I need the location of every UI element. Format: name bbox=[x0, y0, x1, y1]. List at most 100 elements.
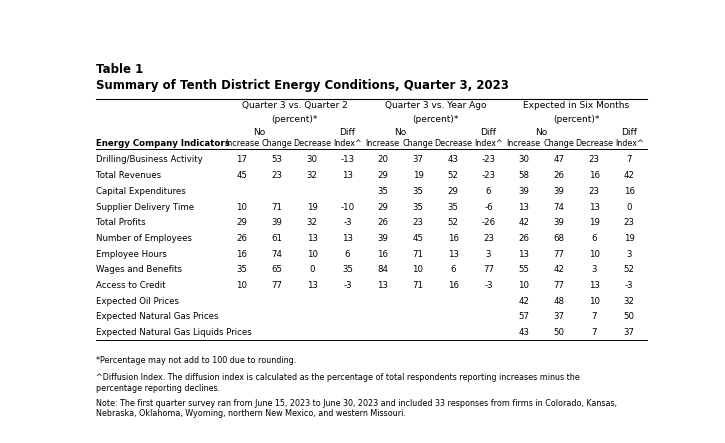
Text: 10: 10 bbox=[236, 202, 247, 212]
Text: 39: 39 bbox=[518, 187, 529, 196]
Text: 23: 23 bbox=[272, 171, 283, 180]
Text: -10: -10 bbox=[341, 202, 355, 212]
Text: -26: -26 bbox=[481, 218, 495, 227]
Text: 16: 16 bbox=[377, 250, 389, 259]
Text: 37: 37 bbox=[553, 312, 564, 322]
Text: Decrease: Decrease bbox=[434, 139, 472, 148]
Text: -13: -13 bbox=[341, 155, 355, 164]
Text: 43: 43 bbox=[518, 328, 529, 337]
Text: 16: 16 bbox=[448, 281, 459, 290]
Text: 52: 52 bbox=[624, 265, 635, 274]
Text: ^Diffusion Index. The diffusion index is calculated as the percentage of total r: ^Diffusion Index. The diffusion index is… bbox=[96, 373, 580, 393]
Text: (percent)*: (percent)* bbox=[272, 115, 318, 124]
Text: Diff: Diff bbox=[339, 128, 355, 136]
Text: (percent)*: (percent)* bbox=[413, 115, 459, 124]
Text: 35: 35 bbox=[413, 202, 423, 212]
Text: Expected Natural Gas Liquids Prices: Expected Natural Gas Liquids Prices bbox=[96, 328, 252, 337]
Text: Access to Credit: Access to Credit bbox=[96, 281, 166, 290]
Text: Quarter 3 vs. Quarter 2: Quarter 3 vs. Quarter 2 bbox=[242, 101, 348, 110]
Text: 39: 39 bbox=[553, 187, 564, 196]
Text: 37: 37 bbox=[624, 328, 635, 337]
Text: 48: 48 bbox=[553, 297, 564, 306]
Text: Quarter 3 vs. Year Ago: Quarter 3 vs. Year Ago bbox=[385, 101, 486, 110]
Text: 29: 29 bbox=[377, 202, 389, 212]
Text: Note: The first quarter survey ran from June 15, 2023 to June 30, 2023 and inclu: Note: The first quarter survey ran from … bbox=[96, 399, 617, 419]
Text: -3: -3 bbox=[484, 281, 493, 290]
Text: Drilling/Business Activity: Drilling/Business Activity bbox=[96, 155, 203, 164]
Text: 35: 35 bbox=[342, 265, 353, 274]
Text: 16: 16 bbox=[589, 171, 600, 180]
Text: 52: 52 bbox=[448, 171, 459, 180]
Text: 35: 35 bbox=[448, 202, 459, 212]
Text: 45: 45 bbox=[236, 171, 247, 180]
Text: 19: 19 bbox=[624, 234, 634, 243]
Text: 10: 10 bbox=[518, 281, 529, 290]
Text: 13: 13 bbox=[589, 202, 600, 212]
Text: 68: 68 bbox=[553, 234, 564, 243]
Text: 77: 77 bbox=[483, 265, 494, 274]
Text: 29: 29 bbox=[377, 171, 389, 180]
Text: (percent)*: (percent)* bbox=[553, 115, 600, 124]
Text: Total Profits: Total Profits bbox=[96, 218, 146, 227]
Text: Wages and Benefits: Wages and Benefits bbox=[96, 265, 182, 274]
Text: 71: 71 bbox=[413, 250, 423, 259]
Text: 6: 6 bbox=[486, 187, 491, 196]
Text: 29: 29 bbox=[236, 218, 247, 227]
Text: 0: 0 bbox=[626, 202, 632, 212]
Text: 10: 10 bbox=[589, 297, 600, 306]
Text: 10: 10 bbox=[589, 250, 600, 259]
Text: 7: 7 bbox=[592, 328, 597, 337]
Text: 84: 84 bbox=[377, 265, 389, 274]
Text: Index^: Index^ bbox=[474, 139, 503, 148]
Text: 39: 39 bbox=[272, 218, 283, 227]
Text: Diff: Diff bbox=[481, 128, 497, 136]
Text: 23: 23 bbox=[589, 155, 600, 164]
Text: Change: Change bbox=[262, 139, 293, 148]
Text: 13: 13 bbox=[342, 234, 353, 243]
Text: 3: 3 bbox=[592, 265, 597, 274]
Text: -23: -23 bbox=[481, 155, 495, 164]
Text: Increase: Increase bbox=[225, 139, 259, 148]
Text: 13: 13 bbox=[307, 234, 318, 243]
Text: -3: -3 bbox=[625, 281, 634, 290]
Text: 3: 3 bbox=[486, 250, 491, 259]
Text: 19: 19 bbox=[307, 202, 318, 212]
Text: 23: 23 bbox=[589, 187, 600, 196]
Text: 35: 35 bbox=[413, 187, 423, 196]
Text: No: No bbox=[394, 128, 407, 136]
Text: 13: 13 bbox=[307, 281, 318, 290]
Text: 50: 50 bbox=[553, 328, 564, 337]
Text: 6: 6 bbox=[592, 234, 597, 243]
Text: 39: 39 bbox=[377, 234, 389, 243]
Text: Increase: Increase bbox=[365, 139, 400, 148]
Text: 7: 7 bbox=[626, 155, 632, 164]
Text: 42: 42 bbox=[624, 171, 635, 180]
Text: -23: -23 bbox=[481, 171, 495, 180]
Text: 13: 13 bbox=[518, 202, 529, 212]
Text: 16: 16 bbox=[448, 234, 459, 243]
Text: 77: 77 bbox=[553, 281, 564, 290]
Text: 74: 74 bbox=[272, 250, 283, 259]
Text: 43: 43 bbox=[448, 155, 459, 164]
Text: 23: 23 bbox=[624, 218, 635, 227]
Text: Table 1: Table 1 bbox=[96, 63, 144, 76]
Text: 58: 58 bbox=[518, 171, 529, 180]
Text: Summary of Tenth District Energy Conditions, Quarter 3, 2023: Summary of Tenth District Energy Conditi… bbox=[96, 79, 509, 92]
Text: 10: 10 bbox=[307, 250, 318, 259]
Text: *Percentage may not add to 100 due to rounding.: *Percentage may not add to 100 due to ro… bbox=[96, 356, 297, 365]
Text: 23: 23 bbox=[413, 218, 423, 227]
Text: 3: 3 bbox=[626, 250, 632, 259]
Text: 55: 55 bbox=[518, 265, 529, 274]
Text: Increase: Increase bbox=[507, 139, 541, 148]
Text: 35: 35 bbox=[236, 265, 247, 274]
Text: 13: 13 bbox=[518, 250, 529, 259]
Text: Expected Oil Prices: Expected Oil Prices bbox=[96, 297, 179, 306]
Text: 13: 13 bbox=[342, 171, 353, 180]
Text: 10: 10 bbox=[413, 265, 423, 274]
Text: 74: 74 bbox=[553, 202, 564, 212]
Text: 0: 0 bbox=[310, 265, 315, 274]
Text: 13: 13 bbox=[589, 281, 600, 290]
Text: 26: 26 bbox=[553, 171, 564, 180]
Text: 17: 17 bbox=[236, 155, 247, 164]
Text: 29: 29 bbox=[448, 187, 459, 196]
